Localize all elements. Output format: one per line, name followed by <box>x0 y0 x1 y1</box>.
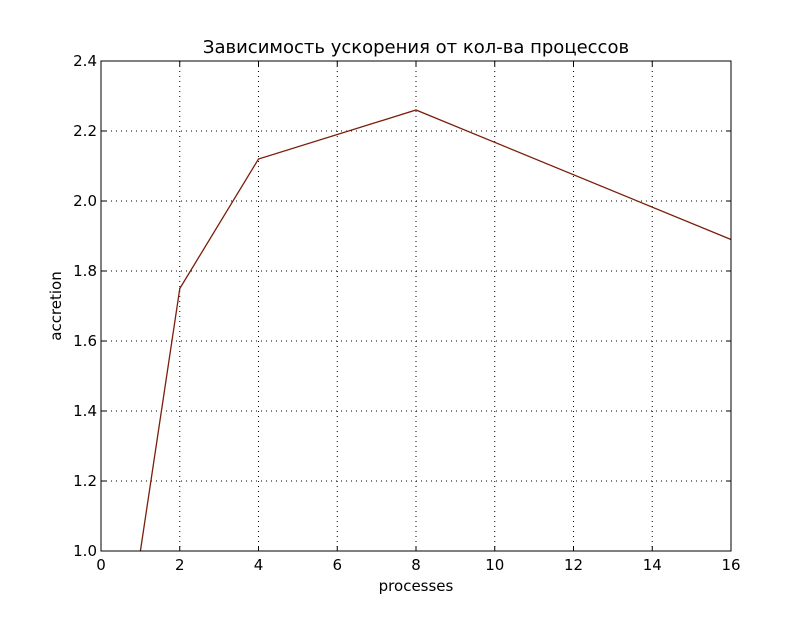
x-tick-label: 6 <box>332 556 342 574</box>
y-tick-label: 1.0 <box>73 542 97 560</box>
x-axis-label: processes <box>379 577 454 595</box>
x-tick-label: 4 <box>254 556 264 574</box>
y-tick-label: 2.4 <box>73 52 97 70</box>
x-tick-label: 0 <box>96 556 106 574</box>
chart-title: Зависимость ускорения от кол-ва процессо… <box>203 37 629 58</box>
x-tick-label: 8 <box>411 556 421 574</box>
y-tick-label: 2.0 <box>73 192 97 210</box>
x-tick-label: 16 <box>721 556 740 574</box>
data-point <box>257 158 260 160</box>
data-point <box>179 287 181 290</box>
x-tick-labels: 0 2 4 6 8 10 12 14 16 <box>96 556 740 574</box>
y-axis-label: accretion <box>47 271 65 341</box>
y-tick-labels: 1.0 1.2 1.4 1.6 1.8 2.0 2.2 2.4 <box>73 52 97 560</box>
data-point <box>415 109 417 111</box>
x-tick-label: 12 <box>564 556 583 574</box>
y-tick-label: 1.4 <box>73 402 97 420</box>
x-tick-label: 14 <box>643 556 662 574</box>
x-tick-label: 10 <box>485 556 504 574</box>
y-tick-label: 1.2 <box>73 472 97 490</box>
y-tick-label: 1.6 <box>73 332 97 350</box>
y-tick-label: 1.8 <box>73 262 97 280</box>
x-tick-label: 2 <box>175 556 185 574</box>
grid <box>101 61 731 551</box>
axis-ticks <box>100 60 732 552</box>
y-tick-label: 2.2 <box>73 122 97 140</box>
